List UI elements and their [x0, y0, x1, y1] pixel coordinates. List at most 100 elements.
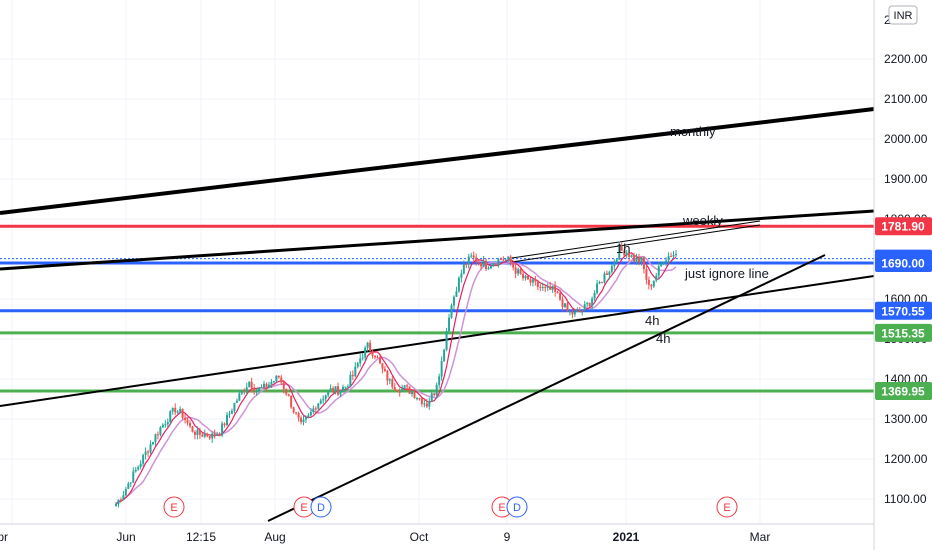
- candle-body: [216, 434, 219, 436]
- candle-body: [161, 424, 164, 428]
- annotations[interactable]: monthly weekly 1h just ignore line 4h 4h: [616, 124, 769, 346]
- candle-body: [388, 379, 391, 381]
- event-marker-circle[interactable]: [163, 496, 185, 518]
- hourly-trendline-lower[interactable]: [511, 224, 761, 263]
- event-marker-label: D: [513, 502, 521, 514]
- candle-body: [502, 259, 505, 261]
- annotation-weekly[interactable]: weekly: [682, 213, 723, 228]
- price-label-text: 1570.55: [881, 304, 925, 318]
- candle-body: [302, 419, 305, 423]
- candle-body: [620, 246, 623, 251]
- candle-body: [524, 275, 527, 279]
- candle-body: [640, 257, 643, 263]
- currency-badge[interactable]: INR: [888, 5, 918, 25]
- candle-body: [460, 273, 463, 278]
- candle-body: [248, 381, 251, 388]
- candle-body: [371, 350, 374, 356]
- candle-body: [218, 434, 221, 436]
- candle-body: [329, 388, 332, 391]
- candle-body: [499, 259, 502, 261]
- candle-body: [154, 434, 157, 443]
- candle-body: [191, 426, 194, 432]
- weekly-trendline[interactable]: [0, 209, 875, 271]
- event-marker-label: D: [317, 502, 325, 514]
- candle-body: [285, 388, 288, 395]
- candle-body: [282, 382, 285, 389]
- event-marker-circle[interactable]: [506, 496, 528, 518]
- rising-trendline[interactable]: [267, 254, 826, 522]
- candle-body: [312, 408, 315, 412]
- candle-body: [267, 384, 270, 388]
- channel-trendline[interactable]: [0, 275, 875, 407]
- candle-body: [635, 257, 638, 262]
- candle-body: [174, 407, 177, 413]
- candle-body: [438, 376, 441, 385]
- candle-body: [376, 357, 379, 359]
- candle-body: [233, 402, 236, 411]
- candle-body: [534, 279, 537, 282]
- annotation-just-ignore-line[interactable]: just ignore line: [684, 266, 769, 281]
- monthly-trendline[interactable]: [0, 107, 875, 215]
- candle-body: [465, 264, 468, 266]
- candle-body: [139, 463, 142, 467]
- candle-body: [566, 303, 569, 312]
- candle-body: [411, 392, 414, 394]
- candle-body: [307, 415, 310, 418]
- candle-body: [361, 357, 364, 359]
- candle-body: [568, 311, 571, 313]
- candle-body: [428, 401, 431, 407]
- candle-body: [137, 466, 140, 470]
- candle-body: [208, 436, 211, 439]
- candle-body: [297, 413, 300, 418]
- candle-body: [124, 488, 127, 496]
- annotation-4h-lower[interactable]: 4h: [656, 331, 670, 346]
- candle-body: [319, 400, 322, 404]
- price-label-box: [875, 254, 932, 272]
- price-labels: 1781.901701.001690.001570.551515.351369.…: [875, 217, 932, 401]
- candle-body: [391, 379, 394, 388]
- candle-body: [605, 273, 608, 275]
- candle-body: [115, 503, 117, 507]
- candle-body: [457, 277, 460, 292]
- time-axis[interactable]: pr Jun 12:15 Aug Oct 9 2021 Mar: [0, 523, 874, 544]
- candle-body: [482, 260, 485, 267]
- candle-body: [401, 387, 404, 393]
- candle-body: [122, 495, 125, 500]
- candle-body: [610, 265, 613, 272]
- candle-body: [418, 398, 421, 400]
- candle-body: [292, 407, 295, 413]
- candle-body: [613, 262, 616, 266]
- candle-body: [618, 246, 621, 260]
- candle-body: [675, 254, 677, 256]
- candle-body: [576, 310, 579, 312]
- candle-body: [314, 408, 317, 410]
- hourly-trendline-upper[interactable]: [511, 220, 761, 259]
- candle-body: [536, 281, 539, 287]
- event-marker-circle[interactable]: [310, 496, 332, 518]
- candle-body: [398, 391, 401, 393]
- candle-body: [374, 355, 377, 358]
- candle-body: [670, 255, 673, 257]
- trendlines[interactable]: [0, 107, 875, 522]
- event-marker-label: E: [723, 502, 730, 514]
- time-axis-tick-label: pr: [0, 530, 8, 544]
- candle-body: [364, 347, 367, 358]
- candle-body: [477, 262, 480, 264]
- candle-body: [485, 260, 488, 270]
- annotation-1h[interactable]: 1h: [616, 241, 630, 256]
- candle-body: [563, 303, 566, 308]
- candle-body: [415, 398, 418, 400]
- candle-body: [433, 393, 436, 395]
- annotation-4h-upper[interactable]: 4h: [645, 313, 659, 328]
- price-label-text: 1690.00: [881, 257, 925, 271]
- event-marker-circle[interactable]: [716, 496, 738, 518]
- annotation-monthly[interactable]: monthly: [670, 124, 716, 139]
- candle-body: [356, 363, 359, 367]
- candle-body: [344, 386, 347, 388]
- candle-body: [608, 271, 611, 275]
- price-axis-tick-label: 1900.00: [884, 172, 928, 186]
